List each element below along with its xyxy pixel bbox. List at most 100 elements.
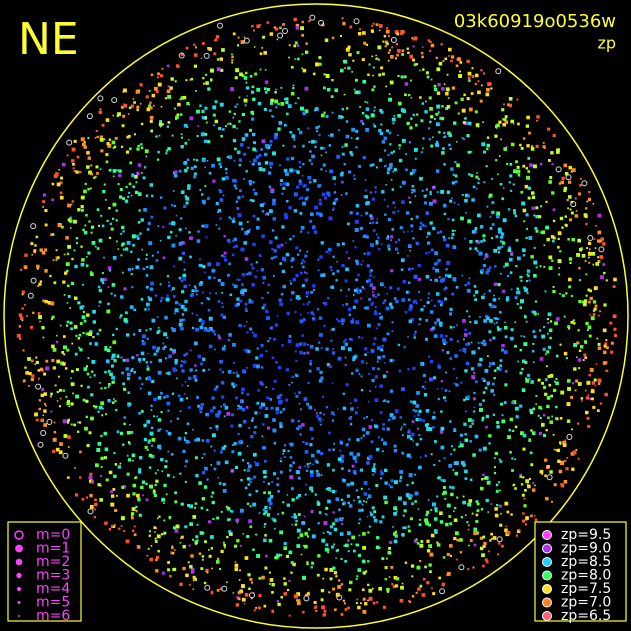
star xyxy=(411,575,414,578)
star xyxy=(425,252,428,255)
star xyxy=(20,316,24,320)
star xyxy=(527,484,531,489)
star xyxy=(205,73,208,76)
star xyxy=(248,587,251,590)
star xyxy=(217,410,222,415)
star xyxy=(597,256,600,259)
star xyxy=(246,273,249,276)
star xyxy=(194,540,199,544)
star xyxy=(21,293,24,296)
star xyxy=(544,392,548,396)
star xyxy=(277,513,280,516)
star xyxy=(263,523,267,526)
star xyxy=(523,497,526,500)
star xyxy=(377,323,381,326)
star xyxy=(348,438,351,441)
star xyxy=(429,190,432,193)
star xyxy=(267,340,270,343)
star xyxy=(213,52,217,56)
bright-star xyxy=(353,18,360,25)
star xyxy=(580,397,584,400)
star xyxy=(201,193,204,196)
star xyxy=(30,377,34,382)
star xyxy=(236,207,240,210)
star xyxy=(265,350,268,353)
star xyxy=(272,198,276,203)
star xyxy=(393,506,398,511)
star xyxy=(377,436,380,439)
star xyxy=(196,290,199,292)
star xyxy=(203,116,207,120)
star xyxy=(391,330,394,333)
star xyxy=(132,98,135,100)
star xyxy=(130,104,134,108)
star xyxy=(328,431,331,435)
star xyxy=(112,333,115,337)
star xyxy=(28,385,31,387)
star xyxy=(401,451,405,455)
star xyxy=(198,318,203,322)
star xyxy=(331,489,336,494)
star xyxy=(220,134,223,138)
star xyxy=(167,450,170,453)
star xyxy=(539,329,542,332)
star xyxy=(401,49,405,53)
star xyxy=(459,538,463,542)
star xyxy=(591,397,594,401)
star xyxy=(179,113,183,116)
star xyxy=(252,548,255,551)
star xyxy=(208,316,213,321)
star xyxy=(375,447,380,452)
star xyxy=(416,391,420,395)
star xyxy=(183,161,188,165)
star xyxy=(343,602,346,605)
star xyxy=(393,576,398,580)
star xyxy=(299,433,302,436)
star xyxy=(597,346,602,350)
star xyxy=(374,311,378,315)
star xyxy=(395,57,397,60)
star xyxy=(245,307,248,310)
star xyxy=(439,230,443,233)
star xyxy=(96,135,99,139)
star xyxy=(508,181,511,184)
star xyxy=(108,528,112,531)
zp-label: zp=9.0 xyxy=(561,541,611,557)
star xyxy=(259,203,263,207)
star xyxy=(592,313,596,316)
star xyxy=(38,407,41,411)
star xyxy=(128,182,132,186)
star xyxy=(87,357,90,359)
star xyxy=(85,415,88,419)
star xyxy=(88,431,92,435)
star xyxy=(41,387,45,391)
star xyxy=(45,405,47,407)
star xyxy=(122,358,126,362)
star xyxy=(342,599,345,602)
star xyxy=(494,513,499,518)
star xyxy=(427,231,431,236)
star xyxy=(499,359,503,362)
star xyxy=(579,184,582,187)
star xyxy=(67,203,71,208)
star xyxy=(586,247,588,249)
star xyxy=(386,236,390,240)
star xyxy=(320,474,323,476)
star xyxy=(248,427,251,429)
star xyxy=(362,597,366,601)
star xyxy=(279,183,283,186)
star xyxy=(477,363,481,367)
star xyxy=(332,201,336,205)
star xyxy=(59,195,64,200)
star xyxy=(449,522,453,526)
star xyxy=(474,228,477,231)
star xyxy=(230,217,233,220)
star xyxy=(610,341,614,345)
star xyxy=(494,134,498,138)
star xyxy=(453,536,457,541)
star xyxy=(226,238,231,243)
star xyxy=(449,338,453,341)
star xyxy=(339,441,343,445)
star xyxy=(146,302,150,307)
star xyxy=(411,37,414,39)
